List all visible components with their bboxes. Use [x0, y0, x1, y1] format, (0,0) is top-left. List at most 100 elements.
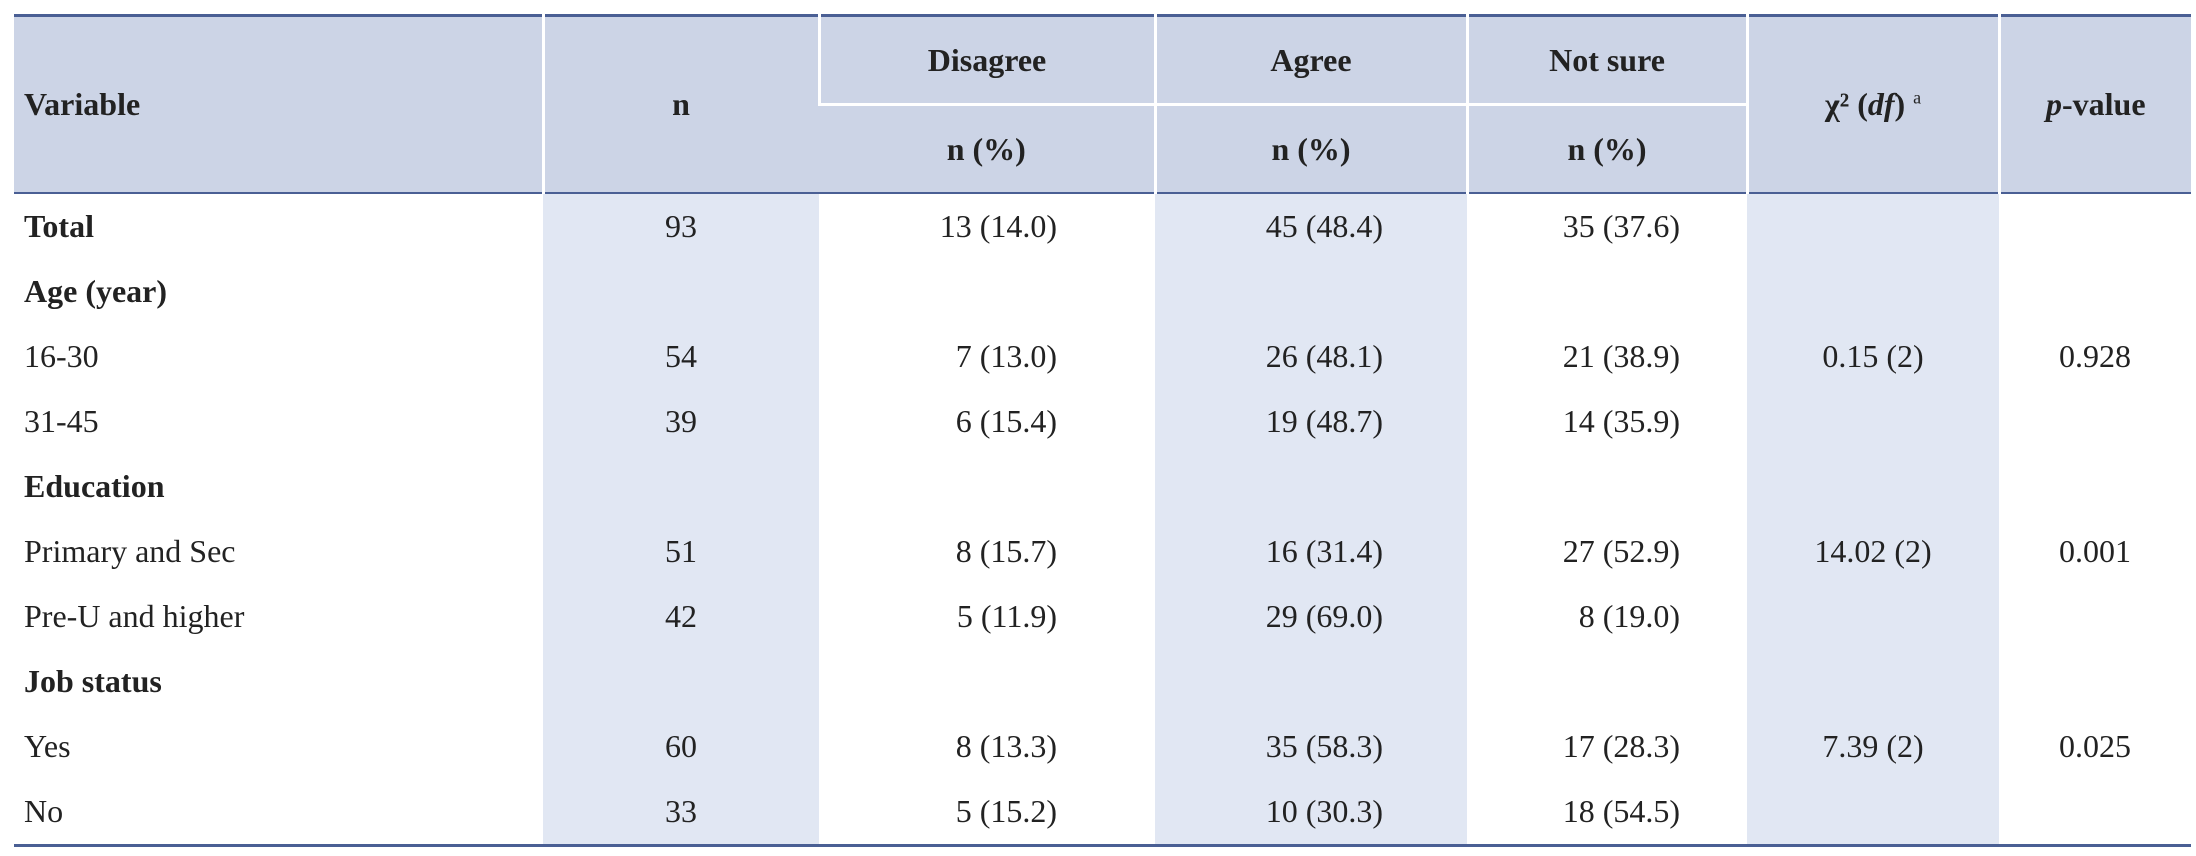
header-text: -value	[2061, 86, 2146, 122]
table-cell: 6 (15.4)	[955, 403, 1057, 439]
row-label: Job status	[24, 663, 162, 699]
table-row: Pre-U and higher 42 5 (11.9) 29 (69.0) 8 (19…	[14, 584, 2191, 649]
table-cell: 5 (15.2)	[955, 793, 1057, 829]
table-cell: 5 (11.9)	[956, 598, 1057, 634]
table-row: Total 93 13 (14.0) 45 (48.4) 35 (37.6)	[14, 193, 2191, 259]
table-cell	[1747, 454, 1999, 519]
table-cell: 35 (58.3)	[1155, 714, 1467, 779]
header-cell: n (%)	[819, 103, 1155, 193]
table-cell	[1999, 649, 2191, 714]
table-cell	[1155, 454, 1467, 519]
table-cell: 39	[543, 389, 819, 454]
table-cell	[1999, 193, 2191, 259]
header-cell: n (%)	[1465, 103, 1747, 193]
table-cell	[1999, 389, 2191, 454]
header-text: χ² (	[1824, 86, 1868, 122]
table-cell: 54	[543, 324, 819, 389]
table-cell	[819, 259, 1155, 324]
table-cell	[1155, 649, 1467, 714]
table-cell	[1467, 454, 1747, 519]
table-cell: 33	[543, 779, 819, 846]
table-cell: 42	[543, 584, 819, 649]
row-label: Pre-U and higher	[24, 598, 245, 634]
table-cell	[1747, 389, 1999, 454]
row-label: 31-45	[24, 403, 99, 439]
table-cell: 17 (28.3)	[1562, 728, 1680, 764]
table-cell: 16 (31.4)	[1155, 519, 1467, 584]
row-label: 16-30	[24, 338, 99, 374]
table-header: Variable n Disagree Agree Not sure χ² (d…	[14, 15, 2191, 193]
header-cell: n	[541, 15, 819, 193]
table-cell	[1999, 584, 2191, 649]
table-cell: 26 (48.1)	[1155, 324, 1467, 389]
table-cell	[1747, 584, 1999, 649]
table-cell: 10 (30.3)	[1155, 779, 1467, 846]
table-cell: 14.02 (2)	[1747, 519, 1999, 584]
header-cell: n (%)	[1153, 103, 1467, 193]
table-cell: 0.928	[2059, 338, 2131, 374]
table-row: Age (year)	[14, 259, 2191, 324]
table-cell	[1747, 259, 1999, 324]
table-cell	[819, 649, 1155, 714]
header-cell: Agree	[1153, 15, 1467, 105]
header-cell: Not sure	[1465, 15, 1747, 105]
table-cell: 35 (37.6)	[1562, 208, 1680, 244]
table-cell	[1999, 779, 2191, 846]
table-cell: 27 (52.9)	[1562, 533, 1680, 569]
table-cell	[543, 259, 819, 324]
table-cell	[1747, 779, 1999, 846]
table-cell: 0.15 (2)	[1747, 324, 1999, 389]
row-label: Education	[24, 468, 165, 504]
header-text: df	[1867, 86, 1895, 122]
table-cell: 7 (13.0)	[955, 338, 1057, 374]
header-cell: χ² (df) a	[1745, 15, 1999, 193]
table-cell: 45 (48.4)	[1155, 193, 1467, 259]
results-table: Variable n Disagree Agree Not sure χ² (d…	[14, 14, 2191, 847]
table-cell	[1999, 259, 2191, 324]
table-cell: 8 (19.0)	[1578, 598, 1680, 634]
row-label: No	[24, 793, 64, 829]
table-cell: 8 (13.3)	[955, 728, 1057, 764]
table-cell: 93	[543, 193, 819, 259]
table-cell: 19 (48.7)	[1155, 389, 1467, 454]
table-cell: 60	[543, 714, 819, 779]
table-row: Yes 60 8 (13.3) 35 (58.3) 17 (28.3) 7.39 (2) 0…	[14, 714, 2191, 779]
header-text: )	[1894, 86, 1906, 122]
table-row: Job status	[14, 649, 2191, 714]
table-cell: 0.025	[2059, 728, 2131, 764]
table-cell	[1467, 649, 1747, 714]
header-text: p	[2045, 86, 2062, 122]
row-label: Primary and Sec	[24, 533, 236, 569]
table-cell: 29 (69.0)	[1155, 584, 1467, 649]
header-cell: Variable	[14, 15, 543, 193]
header-cell: Disagree	[817, 15, 1155, 105]
table-cell: 7.39 (2)	[1747, 714, 1999, 779]
table-cell	[543, 649, 819, 714]
table-cell: 0.001	[2059, 533, 2131, 569]
footnote-mark: a	[1913, 87, 1922, 108]
header-cell: p-value	[1997, 15, 2191, 193]
table-cell: 13 (14.0)	[939, 208, 1057, 244]
table-cell: 21 (38.9)	[1562, 338, 1680, 374]
table-row: No 33 5 (15.2) 10 (30.3) 18 (54.5)	[14, 779, 2191, 846]
table-row: 16-30 54 7 (13.0) 26 (48.1) 21 (38.9) 0.15 (2…	[14, 324, 2191, 389]
table-cell: 8 (15.7)	[955, 533, 1057, 569]
table-cell	[1155, 259, 1467, 324]
table-cell	[1999, 454, 2191, 519]
table-cell: 18 (54.5)	[1562, 793, 1680, 829]
row-label: Total	[24, 208, 94, 244]
table-row: 31-45 39 6 (15.4) 19 (48.7) 14 (35.9)	[14, 389, 2191, 454]
table-cell	[1467, 259, 1747, 324]
table-row: Primary and Sec 51 8 (15.7) 16 (31.4) 27 (52…	[14, 519, 2191, 584]
table-body: Total 93 13 (14.0) 45 (48.4) 35 (37.6) Age (y…	[14, 193, 2191, 846]
table-cell	[1747, 649, 1999, 714]
table-cell	[543, 454, 819, 519]
row-label: Age (year)	[24, 273, 168, 309]
table-cell: 51	[543, 519, 819, 584]
row-label: Yes	[24, 728, 71, 764]
table-row: Education	[14, 454, 2191, 519]
table-cell	[819, 454, 1155, 519]
table-cell: 14 (35.9)	[1562, 403, 1680, 439]
table-cell	[1747, 193, 1999, 259]
